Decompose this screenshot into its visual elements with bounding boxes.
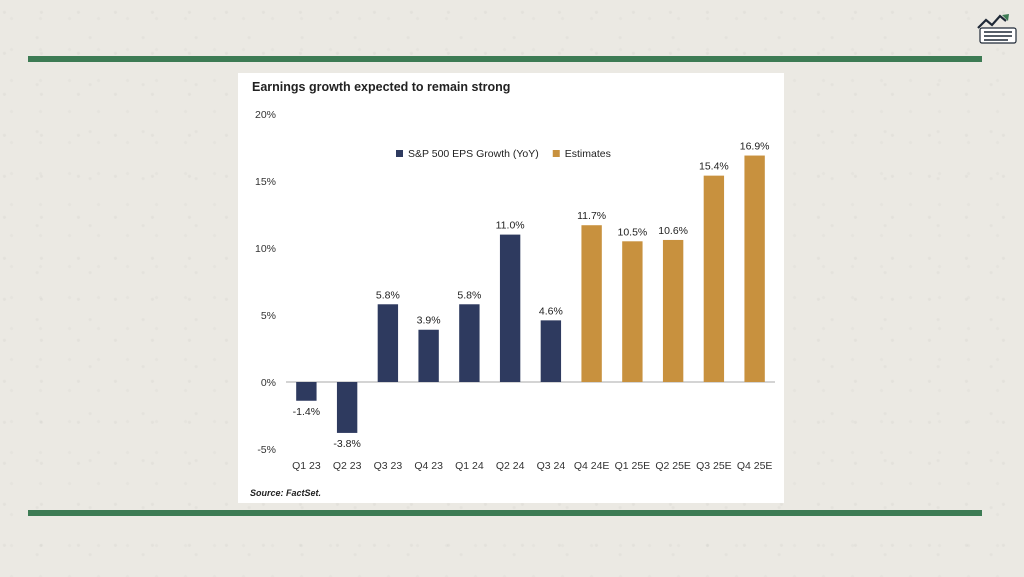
bar [459, 304, 479, 382]
bar-value-label: 15.4% [699, 161, 729, 173]
x-tick-label: Q4 25E [737, 460, 773, 472]
bar-value-label: 5.8% [376, 289, 400, 301]
chart-source: Source: FactSet. [250, 488, 321, 498]
bar-value-label: -3.8% [333, 438, 360, 450]
x-tick-label: Q4 23 [414, 460, 443, 472]
top-divider [28, 56, 982, 62]
x-tick-label: Q3 23 [374, 460, 403, 472]
bar-value-label: 10.6% [658, 225, 688, 237]
x-axis: Q1 23 Q2 23 Q3 23 Q4 23 Q1 24 Q2 24 Q3 24 Q4 24… [292, 460, 772, 472]
y-tick-label: 0% [261, 377, 276, 389]
brand-logo [976, 12, 1020, 46]
x-tick-label: Q2 24 [496, 460, 525, 472]
bar [337, 382, 357, 433]
x-tick-label: Q1 24 [455, 460, 484, 472]
x-tick-label: Q2 25E [655, 460, 691, 472]
bar-value-label: 11.0% [496, 220, 525, 232]
legend-label: Estimates [565, 148, 611, 160]
bar [378, 304, 398, 382]
bar [744, 156, 764, 382]
x-tick-label: Q4 24E [574, 460, 610, 472]
y-tick-label: 20% [255, 109, 276, 121]
bar [296, 382, 316, 401]
earnings-growth-chart: Earnings growth expected to remain stron… [238, 73, 784, 503]
bar [500, 235, 520, 382]
bar [418, 330, 438, 382]
y-tick-label: 10% [255, 243, 276, 255]
legend-label: S&P 500 EPS Growth (YoY) [408, 148, 539, 160]
bar [622, 241, 642, 382]
x-tick-label: Q2 23 [333, 460, 362, 472]
bar-value-label: 10.5% [617, 226, 647, 238]
bar-value-label: 5.8% [457, 289, 481, 301]
y-tick-label: -5% [257, 444, 276, 456]
bar [541, 320, 561, 382]
x-tick-label: Q3 24 [537, 460, 566, 472]
bar [581, 225, 601, 382]
bar [663, 240, 683, 382]
bar-value-label: -1.4% [293, 406, 320, 418]
x-tick-label: Q1 25E [615, 460, 651, 472]
bar-value-label: 3.9% [417, 315, 441, 327]
y-tick-label: 15% [255, 176, 276, 188]
legend-swatch [396, 150, 403, 157]
x-tick-label: Q1 23 [292, 460, 321, 472]
chart-title: Earnings growth expected to remain stron… [252, 80, 510, 94]
bar-value-label: 4.6% [539, 305, 563, 317]
legend-swatch [553, 150, 560, 157]
bar-value-label: 16.9% [740, 141, 770, 153]
bars: -1.4% -3.8% 5.8% 3.9% 5.8% 11.0% 4.6% 11.7% 10.5… [293, 141, 770, 450]
chart-card: Earnings growth expected to remain stron… [238, 73, 784, 503]
chart-legend: S&P 500 EPS Growth (YoY) Estimates [396, 148, 611, 160]
bottom-divider [28, 510, 982, 516]
x-tick-label: Q3 25E [696, 460, 732, 472]
y-tick-label: 5% [261, 310, 276, 322]
bar-value-label: 11.7% [577, 210, 606, 222]
bar [704, 176, 724, 382]
